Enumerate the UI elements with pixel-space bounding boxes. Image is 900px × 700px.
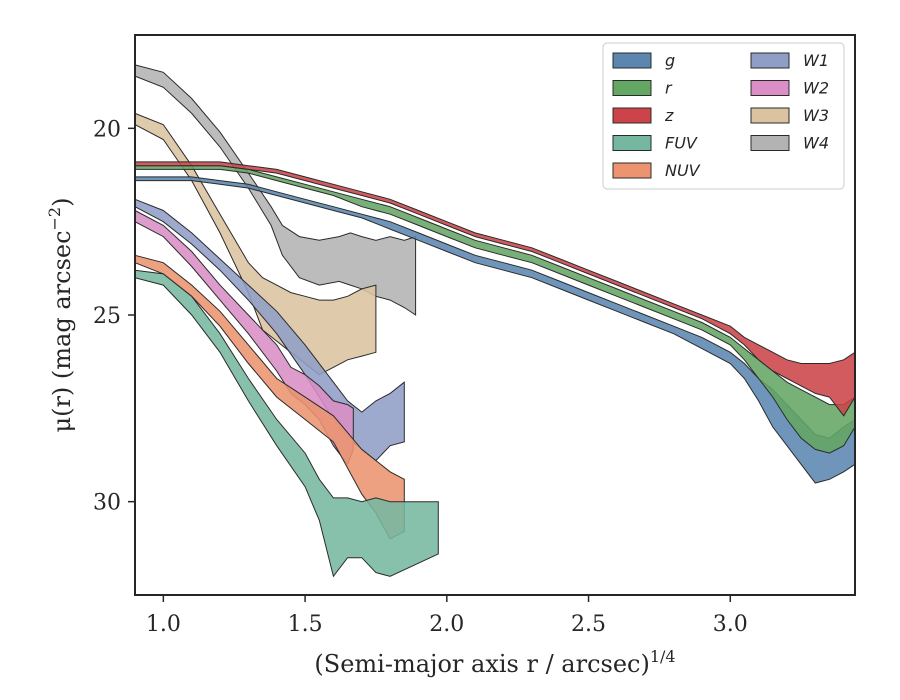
legend: grz FUV NUV W1 W2 W3 W4: [602, 42, 845, 190]
legend-label-fuv: FUV: [665, 134, 698, 153]
legend-label-w4: W4: [803, 134, 829, 153]
legend-swatch-g: [612, 52, 652, 69]
profile-bands: [134, 64, 856, 578]
y-tick-label: 20: [93, 117, 121, 142]
band-fuv: [134, 269, 439, 578]
y-axis-ticks: 20 25 30: [93, 117, 135, 516]
x-tick-label: 3.0: [713, 612, 748, 637]
y-axis-title: μ(r) (mag arcsec−2): [45, 198, 76, 433]
x-tick-label: 2.5: [571, 612, 606, 637]
legend-swatch-z: [612, 107, 652, 124]
x-tick-label: 1.0: [146, 612, 181, 637]
x-axis-ticks: 1.0 1.5 2.0 2.5 3.0: [146, 595, 748, 637]
y-axis-title-main: μ(r) (mag arcsec: [48, 230, 76, 432]
legend-label-g: g: [665, 51, 675, 70]
x-axis-title-main: (Semi-major axis r / arcsec): [314, 650, 649, 678]
legend-box: [602, 42, 845, 190]
legend-label-z: z: [664, 106, 674, 125]
y-tick-label: 25: [93, 304, 121, 329]
x-tick-label: 1.5: [288, 612, 323, 637]
x-axis-title: (Semi-major axis r / arcsec)1/4: [314, 647, 675, 678]
legend-swatch-w4: [750, 135, 790, 151]
legend-swatch-w1: [750, 52, 790, 69]
legend-swatch-fuv: [612, 135, 652, 151]
x-tick-label: 2.0: [429, 612, 464, 637]
band-w4: [134, 64, 417, 316]
legend-label-w3: W3: [803, 106, 829, 125]
band-w1: [134, 198, 405, 462]
legend-label-nuv: NUV: [665, 161, 701, 180]
legend-label-w2: W2: [803, 79, 829, 98]
y-axis-title-close: ): [48, 198, 76, 207]
legend-swatch-r: [612, 80, 652, 96]
legend-swatch-w2: [750, 80, 790, 96]
legend-swatch-w3: [750, 107, 790, 124]
legend-swatch-nuv: [612, 162, 652, 179]
legend-label-r: r: [665, 79, 673, 98]
x-axis-title-superscript: 1/4: [650, 647, 676, 666]
y-tick-label: 30: [93, 491, 121, 516]
y-axis-title-superscript: −2: [45, 207, 64, 231]
legend-label-w1: W1: [803, 51, 829, 70]
